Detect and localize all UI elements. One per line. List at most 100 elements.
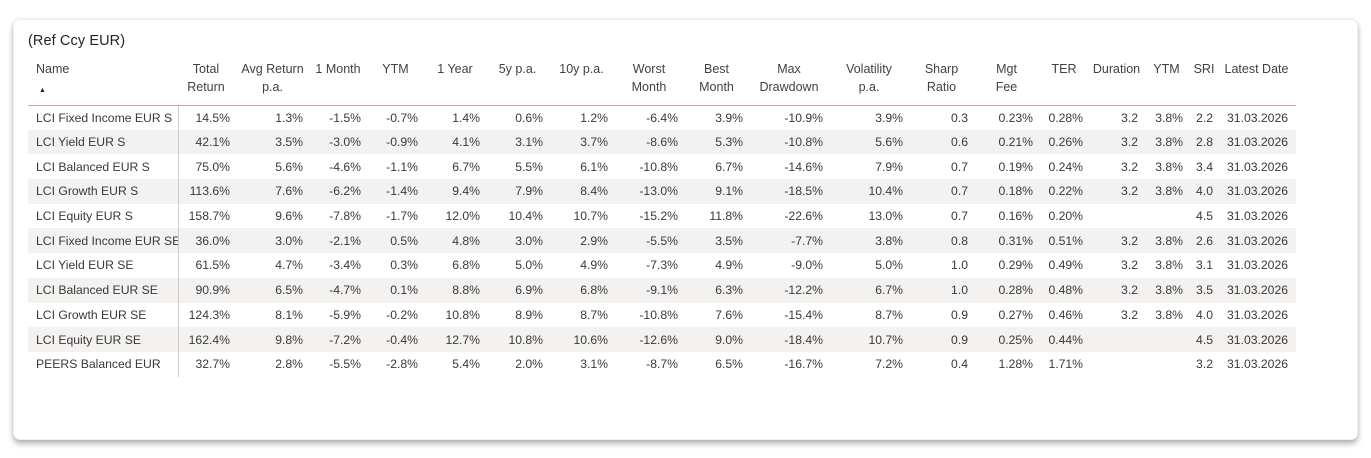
- value-cell: -22.6%: [784, 209, 823, 224]
- table-header-row: Name ▲ Total Return Avg Return p.a. 1 Month YTM…: [28, 58, 1296, 106]
- column-header-avg-return-pa[interactable]: Avg Return p.a.: [238, 58, 311, 106]
- value-cell: 42.1%: [195, 135, 230, 150]
- value-cell: 4.7%: [275, 258, 303, 273]
- value-cell: 10.6%: [573, 332, 608, 347]
- column-header-ter[interactable]: TER: [1041, 58, 1091, 106]
- value-cell: -8.6%: [646, 135, 678, 150]
- value-cell: 1.71%: [1048, 357, 1083, 372]
- column-header-5y-pa[interactable]: 5y p.a.: [488, 58, 551, 106]
- fund-name-cell: LCI Growth EUR S: [28, 179, 179, 204]
- value-cell: 1.0: [951, 258, 968, 273]
- value-cell: 3.8%: [1155, 233, 1183, 248]
- value-cell: 3.5: [1196, 283, 1213, 298]
- value-cell: 0.48%: [1048, 283, 1083, 298]
- value-cell: 3.8%: [1155, 258, 1183, 273]
- table-row[interactable]: PEERS Balanced EUR 32.7% 2.8% -5.5% -2.8% 5.4…: [28, 351, 1296, 377]
- value-cell: 4.0: [1196, 184, 1213, 199]
- column-header-1-month[interactable]: 1 Month: [311, 58, 369, 106]
- fund-name-cell: LCI Fixed Income EUR SE: [28, 228, 179, 254]
- value-cell: 8.7%: [875, 307, 903, 322]
- value-cell: 31.03.2026: [1227, 159, 1288, 174]
- table-row[interactable]: LCI Balanced EUR S 75.0% 5.6% -4.6% -1.1% 6.7…: [28, 154, 1296, 180]
- value-cell: [1091, 204, 1146, 229]
- value-cell: -18.4%: [784, 332, 823, 347]
- value-cell: 0.49%: [1048, 258, 1083, 273]
- value-cell: -5.5%: [646, 233, 678, 248]
- value-cell: 31.03.2026: [1227, 209, 1288, 224]
- column-header-name[interactable]: Name ▲: [28, 58, 178, 106]
- column-header-sri[interactable]: SRI: [1191, 58, 1221, 106]
- column-header-mgt-fee[interactable]: Mgt Fee: [976, 58, 1041, 106]
- table-row[interactable]: LCI Equity EUR SE 162.4% 9.8% -7.2% -0.4% 12.…: [28, 327, 1296, 352]
- table-row[interactable]: LCI Growth EUR S 113.6% 7.6% -6.2% -1.4% 9.4%…: [28, 179, 1296, 204]
- table-row[interactable]: LCI Yield EUR S 42.1% 3.5% -3.0% -0.9% 4.1% 3.…: [28, 129, 1296, 155]
- column-header-max-drawdown[interactable]: Max Drawdown: [751, 58, 831, 106]
- value-cell: 31.03.2026: [1227, 258, 1288, 273]
- value-cell: -10.9%: [784, 110, 823, 125]
- value-cell: 3.8%: [1155, 283, 1183, 298]
- column-header-ytm[interactable]: YTM: [369, 58, 426, 106]
- value-cell: -12.2%: [784, 283, 823, 298]
- column-header-latest-date[interactable]: Latest Date: [1221, 58, 1296, 106]
- column-header-volatility-pa[interactable]: Volatility p.a.: [831, 58, 911, 106]
- table-row[interactable]: LCI Equity EUR S 158.7% 9.6% -7.8% -1.7% 12.0…: [28, 203, 1296, 229]
- value-cell: 3.0%: [275, 233, 303, 248]
- value-cell: 0.8: [951, 233, 968, 248]
- column-header-total-return[interactable]: Total Return: [178, 58, 238, 106]
- column-header-label: 1 Month: [315, 62, 361, 76]
- column-header-label: TER: [1051, 62, 1077, 76]
- column-header-10y-pa[interactable]: 10y p.a.: [551, 58, 616, 106]
- value-cell: 10.4%: [868, 184, 903, 199]
- value-cell: 3.2: [1121, 233, 1138, 248]
- value-cell: 0.25%: [998, 332, 1033, 347]
- value-cell: -9.0%: [791, 258, 823, 273]
- value-cell: 5.0%: [875, 258, 903, 273]
- value-cell: 5.0%: [515, 258, 543, 273]
- column-header-duration[interactable]: Duration: [1091, 58, 1146, 106]
- value-cell: -8.7%: [646, 357, 678, 372]
- value-cell: 5.3%: [715, 135, 743, 150]
- value-cell: 8.7%: [580, 307, 608, 322]
- table-row[interactable]: LCI Yield EUR SE 61.5% 4.7% -3.4% 0.3% 6.8% 5.…: [28, 253, 1296, 278]
- value-cell: 6.5%: [715, 357, 743, 372]
- column-header-sharp-ratio[interactable]: Sharp Ratio: [911, 58, 976, 106]
- column-header-label: Best Month: [699, 62, 734, 95]
- column-header-label: YTM: [1153, 62, 1180, 76]
- column-header-label: Name: [36, 62, 70, 76]
- column-header-label: Avg Return p.a.: [241, 62, 304, 95]
- column-header-label: SRI: [1193, 62, 1215, 76]
- table-row[interactable]: LCI Balanced EUR SE 90.9% 6.5% -4.7% 0.1% 8.8…: [28, 277, 1296, 303]
- value-cell: -0.4%: [386, 332, 418, 347]
- value-cell: 3.9%: [875, 110, 903, 125]
- value-cell: 7.9%: [875, 159, 903, 174]
- value-cell: 3.8%: [1155, 307, 1183, 322]
- value-cell: 6.7%: [715, 159, 743, 174]
- column-header-label: 1 Year: [437, 62, 473, 76]
- value-cell: 4.5: [1196, 209, 1213, 224]
- value-cell: 0.51%: [1048, 233, 1083, 248]
- value-cell: 3.8%: [1155, 159, 1183, 174]
- value-cell: -3.4%: [329, 258, 361, 273]
- value-cell: 13.0%: [868, 209, 903, 224]
- table-row[interactable]: LCI Fixed Income EUR S 14.5% 1.3% -1.5% -0.7…: [28, 105, 1296, 130]
- value-cell: 7.6%: [275, 184, 303, 199]
- value-cell: -10.8%: [784, 135, 823, 150]
- value-cell: 5.6%: [275, 159, 303, 174]
- value-cell: -14.6%: [784, 159, 823, 174]
- value-cell: 1.3%: [275, 110, 303, 125]
- value-cell: 31.03.2026: [1227, 110, 1288, 125]
- value-cell: 0.21%: [998, 135, 1033, 150]
- table-row[interactable]: LCI Growth EUR SE 124.3% 8.1% -5.9% -0.2% 10.…: [28, 302, 1296, 328]
- funds-performance-table: Name ▲ Total Return Avg Return p.a. 1 Month YTM…: [28, 58, 1296, 377]
- value-cell: 6.9%: [515, 283, 543, 298]
- value-cell: 3.2: [1121, 258, 1138, 273]
- column-header-worst-month[interactable]: Worst Month: [616, 58, 686, 106]
- column-header-best-month[interactable]: Best Month: [686, 58, 751, 106]
- table-row[interactable]: LCI Fixed Income EUR SE 36.0% 3.0% -2.1% 0.5…: [28, 228, 1296, 254]
- column-header-1-year[interactable]: 1 Year: [426, 58, 488, 106]
- column-header-ytm-2[interactable]: YTM: [1146, 58, 1191, 106]
- value-cell: 2.2: [1196, 110, 1213, 125]
- value-cell: 5.4%: [452, 357, 480, 372]
- value-cell: 0.7: [951, 159, 968, 174]
- value-cell: -18.5%: [784, 184, 823, 199]
